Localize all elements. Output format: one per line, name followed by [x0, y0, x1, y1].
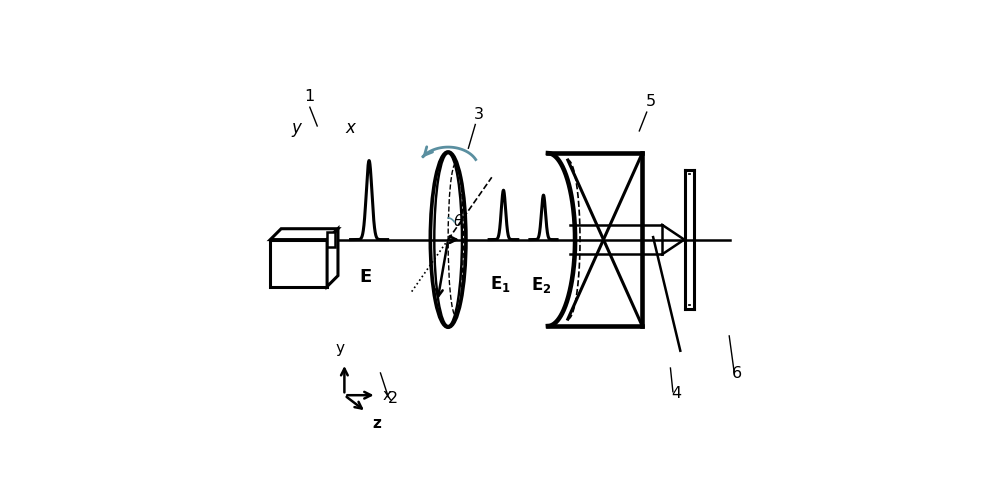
Text: $\theta$: $\theta$ — [453, 213, 464, 229]
Text: y: y — [336, 341, 345, 356]
Text: x: x — [346, 120, 356, 137]
Text: 1: 1 — [305, 89, 315, 104]
Text: 4: 4 — [671, 386, 681, 401]
Text: $\mathbf{E_2}$: $\mathbf{E_2}$ — [531, 275, 551, 295]
Text: 5: 5 — [646, 94, 656, 109]
Text: $\mathbf{E}$: $\mathbf{E}$ — [359, 268, 372, 286]
Polygon shape — [327, 229, 338, 287]
Text: 2: 2 — [388, 391, 398, 406]
Text: 6: 6 — [732, 366, 742, 381]
Polygon shape — [270, 229, 338, 240]
Text: x: x — [382, 388, 391, 403]
Polygon shape — [270, 240, 327, 287]
Text: 3: 3 — [474, 107, 484, 122]
Text: $\mathbf{E_1}$: $\mathbf{E_1}$ — [490, 274, 510, 294]
Text: y: y — [292, 120, 301, 137]
Polygon shape — [327, 232, 335, 247]
Text: z: z — [372, 416, 381, 431]
